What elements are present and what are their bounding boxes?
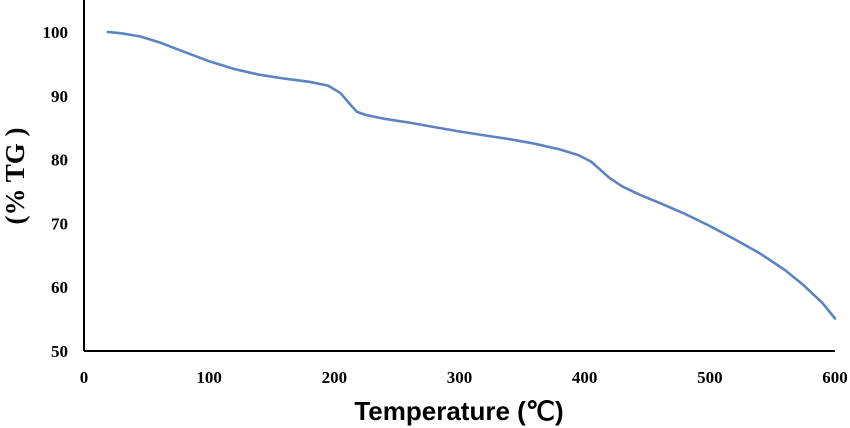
y-tick-label: 50 bbox=[51, 342, 68, 361]
plot-area bbox=[83, 0, 837, 352]
y-tick-label: 70 bbox=[51, 214, 68, 233]
x-tick-label: 600 bbox=[822, 368, 848, 387]
series-line bbox=[106, 30, 837, 320]
x-tick-labels: 0 100 200 300 400 500 600 bbox=[80, 368, 848, 387]
y-tick-labels: 50 60 70 80 90 100 bbox=[43, 23, 69, 361]
x-tick-label: 0 bbox=[80, 368, 89, 387]
y-tick-label: 100 bbox=[43, 23, 69, 42]
y-tick-label: 60 bbox=[51, 278, 68, 297]
y-tick-label: 80 bbox=[51, 151, 68, 170]
x-tick-label: 400 bbox=[572, 368, 598, 387]
x-tick-label: 200 bbox=[322, 368, 348, 387]
x-tick-label: 300 bbox=[447, 368, 473, 387]
y-axis-label: (% TG ) bbox=[0, 127, 30, 224]
x-tick-label: 500 bbox=[697, 368, 723, 387]
x-tick-label: 100 bbox=[196, 368, 222, 387]
x-axis-label: Temperature (℃) bbox=[354, 396, 563, 426]
y-tick-label: 90 bbox=[51, 87, 68, 106]
